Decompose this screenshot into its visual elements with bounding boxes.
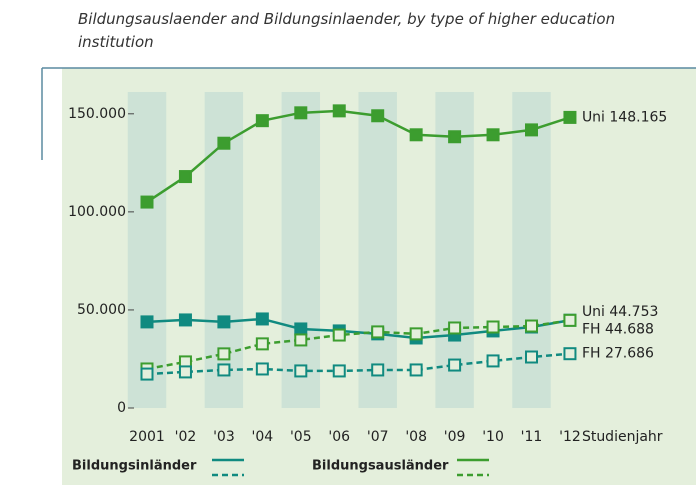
data-point xyxy=(525,319,538,333)
data-point xyxy=(371,325,385,339)
x-tick-label: '04 xyxy=(252,429,274,445)
y-tick-label: 150.000 xyxy=(68,106,126,122)
data-point xyxy=(140,315,154,329)
x-tick-label: '08 xyxy=(405,429,427,445)
x-tick-label: '06 xyxy=(328,429,350,445)
data-point xyxy=(294,364,308,378)
column-band xyxy=(281,92,321,408)
data-point xyxy=(178,365,192,379)
data-label: FH 44.688 xyxy=(582,321,654,337)
x-tick-label: '03 xyxy=(213,429,235,445)
column-band xyxy=(127,92,167,408)
data-point xyxy=(332,104,346,118)
data-label: Uni 148.165 xyxy=(582,109,667,125)
x-tick-label: '10 xyxy=(482,429,504,445)
data-point xyxy=(294,322,308,336)
data-label: FH 27.686 xyxy=(582,346,654,362)
data-point xyxy=(294,106,308,120)
data-point xyxy=(371,109,385,123)
data-point xyxy=(409,128,423,142)
y-tick-label: 100.000 xyxy=(68,204,126,220)
data-point xyxy=(409,363,423,377)
data-point xyxy=(140,195,154,209)
data-point xyxy=(371,363,385,377)
data-point xyxy=(255,362,269,376)
data-point xyxy=(332,328,346,342)
x-tick-label: '07 xyxy=(367,429,389,445)
y-tick-label: 50.000 xyxy=(77,302,126,318)
x-tick-label: '09 xyxy=(444,429,466,445)
data-point xyxy=(255,114,269,128)
data-point xyxy=(525,350,538,364)
column-band xyxy=(435,92,474,408)
data-point xyxy=(140,367,154,381)
data-point xyxy=(217,363,231,377)
x-tick-label: '11 xyxy=(521,429,543,445)
x-axis-label: Studienjahr xyxy=(582,429,663,445)
data-point xyxy=(332,364,346,378)
data-point xyxy=(178,170,192,184)
data-point xyxy=(409,327,423,341)
data-label: Uni 44.753 xyxy=(582,304,658,320)
data-point xyxy=(563,110,577,124)
data-point xyxy=(294,333,308,347)
data-point xyxy=(217,136,231,150)
y-tick-label: 0 xyxy=(117,400,126,416)
data-point xyxy=(563,313,577,327)
data-point xyxy=(563,347,577,361)
x-tick-label: '02 xyxy=(175,429,197,445)
data-point xyxy=(178,313,192,327)
column-band xyxy=(358,92,397,408)
data-point xyxy=(448,130,462,144)
data-point xyxy=(448,321,462,335)
data-point xyxy=(217,347,231,361)
legend-label: Bildungsausländer xyxy=(312,459,449,474)
data-point xyxy=(525,123,538,137)
legend-label: Bildungsinländer xyxy=(72,459,197,474)
data-point xyxy=(486,320,500,334)
data-point xyxy=(255,337,269,351)
x-tick-label: '05 xyxy=(290,429,312,445)
x-tick-label: 2001 xyxy=(129,429,165,445)
data-point xyxy=(486,354,500,368)
data-point xyxy=(486,128,500,142)
data-point xyxy=(448,358,462,372)
data-point xyxy=(255,312,269,326)
chart-subtitle: Bildungsauslaender and Bildungsinlaender… xyxy=(78,10,616,51)
x-tick-label: '12 xyxy=(559,429,581,445)
data-point xyxy=(217,315,231,329)
